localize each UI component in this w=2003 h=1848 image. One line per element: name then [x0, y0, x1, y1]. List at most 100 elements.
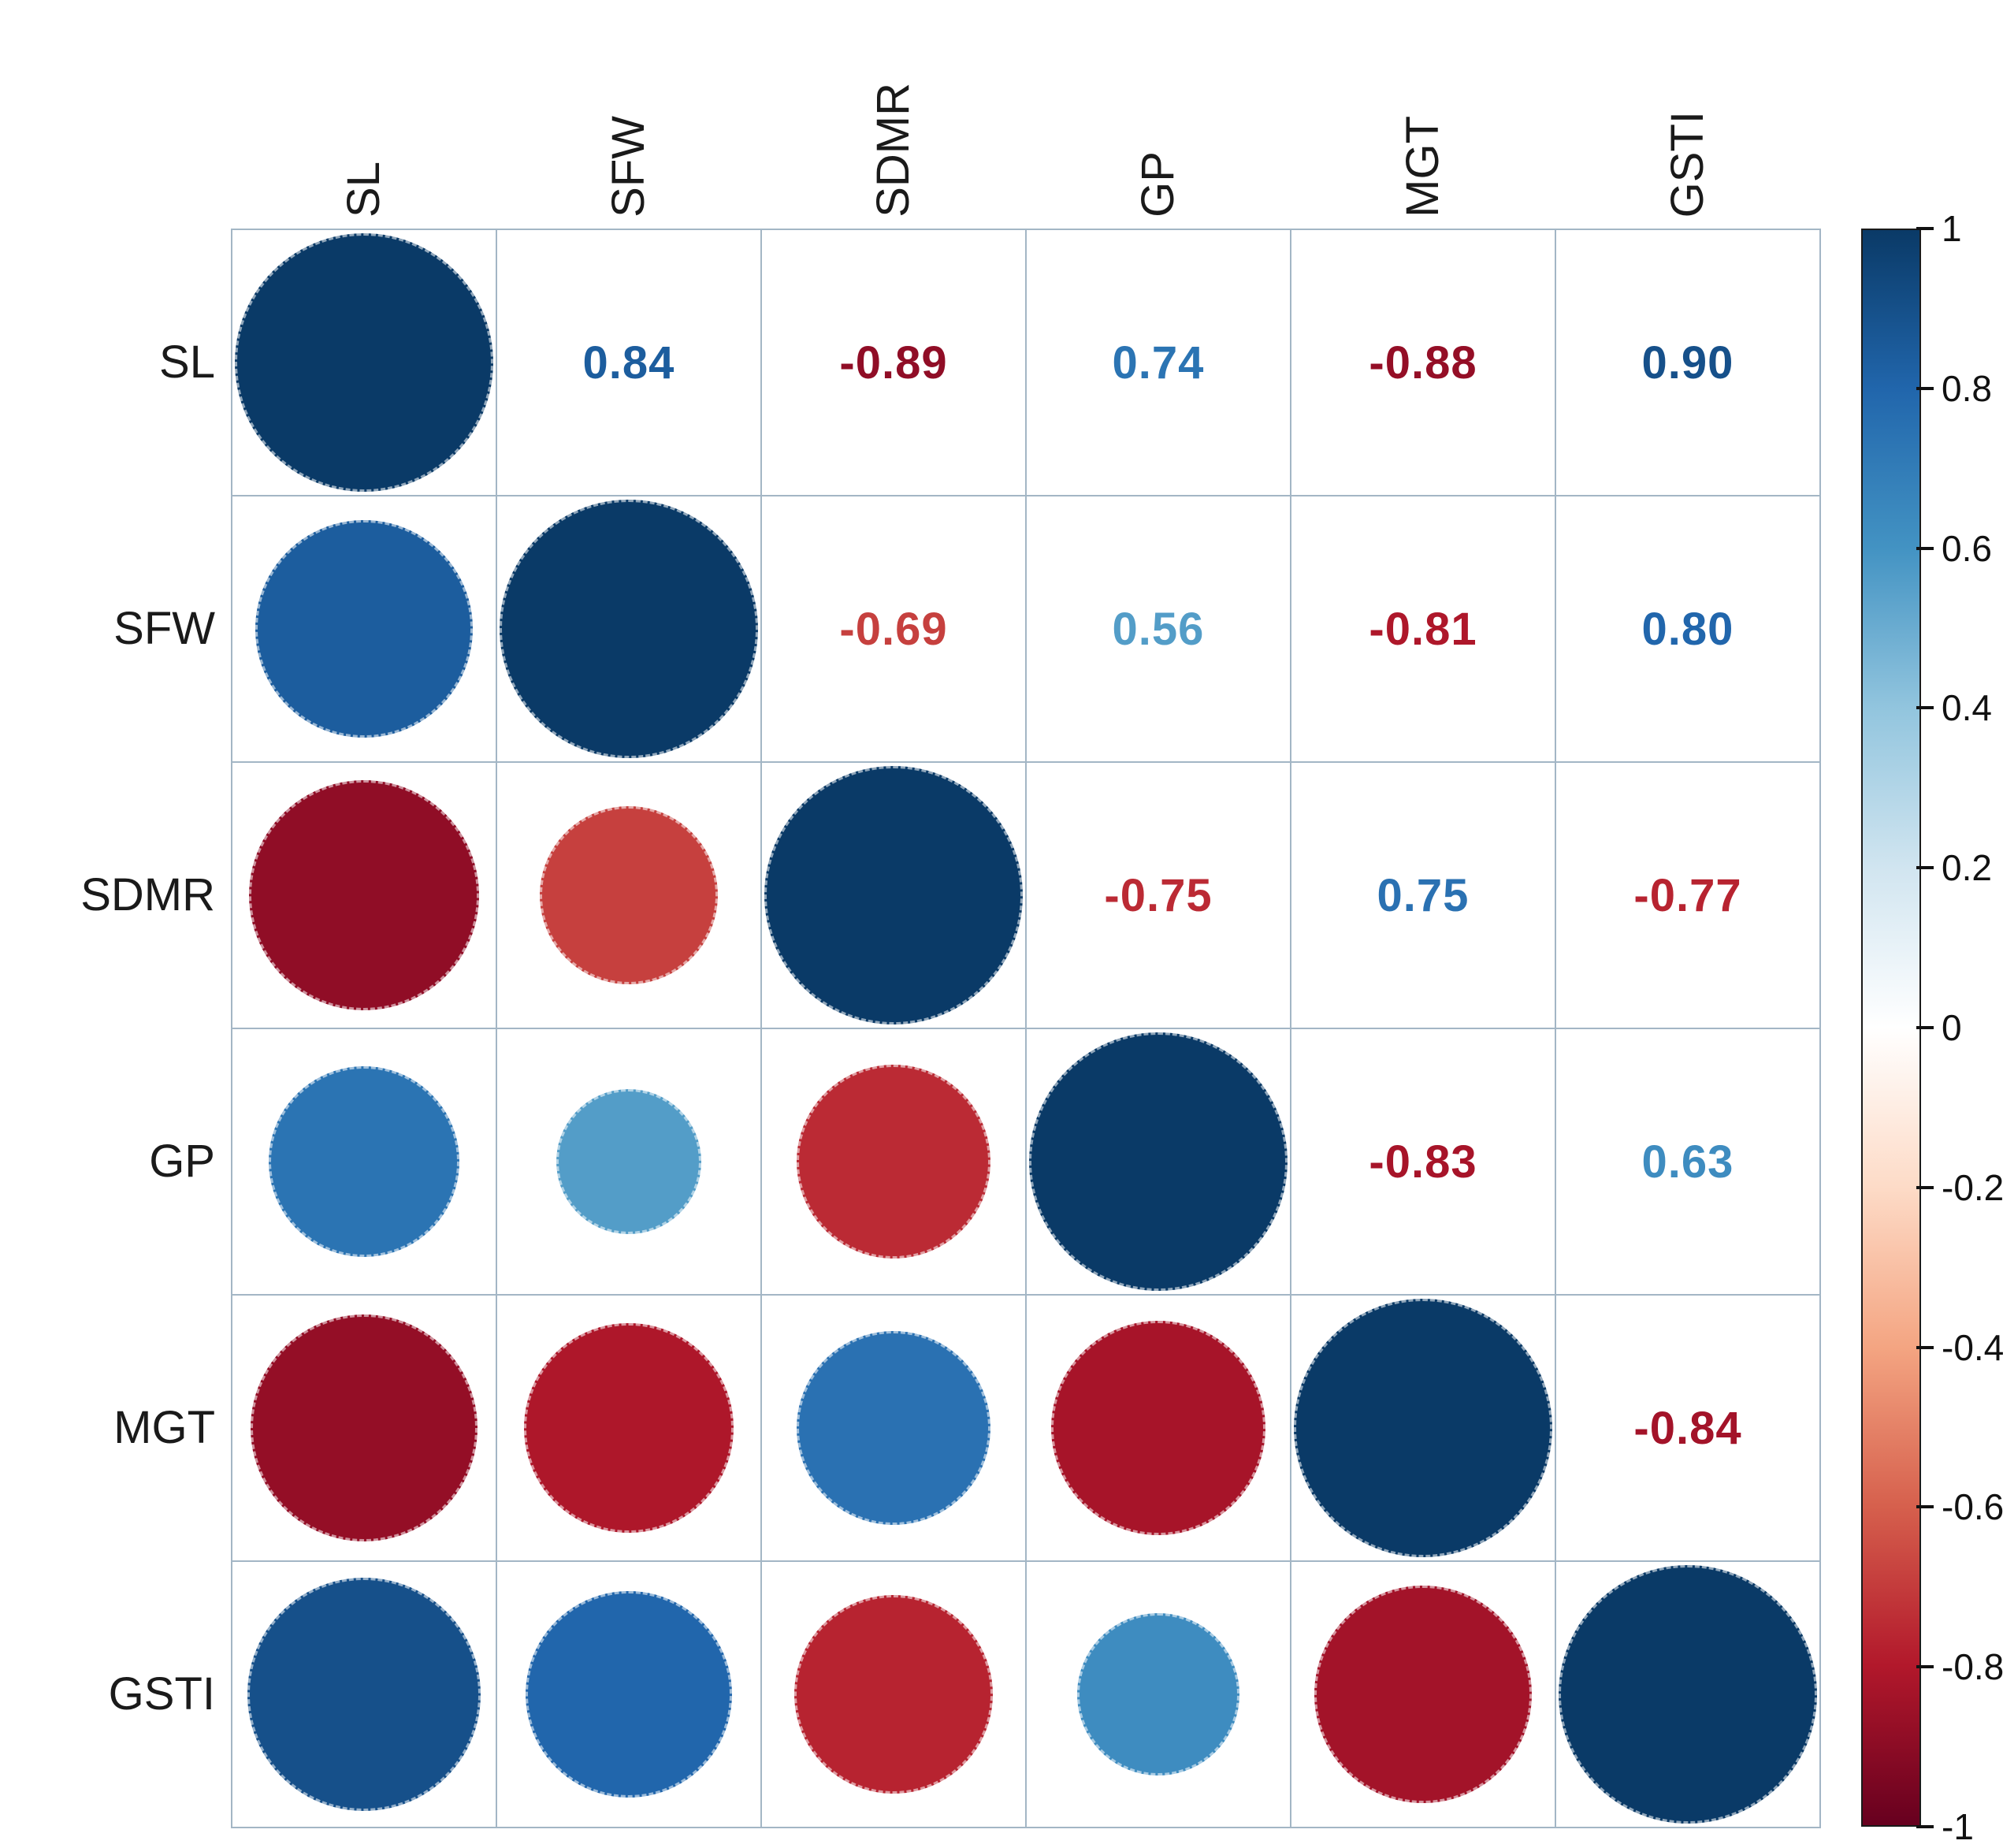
corr-value-SFW-GSTI: 0.80 [1641, 603, 1734, 655]
cell-GSTI-MGT [1291, 1562, 1556, 1828]
col-label-GP: GP [1025, 0, 1290, 218]
corr-value-SL-SFW: 0.84 [582, 337, 675, 389]
colorbar-tick--0.2 [1916, 1185, 1934, 1189]
cell-SDMR-SL [232, 763, 497, 1029]
corr-value-SL-MGT: -0.88 [1369, 337, 1477, 389]
cell-SDMR-GP: -0.75 [1027, 763, 1291, 1029]
cell-GP-MGT: -0.83 [1291, 1029, 1556, 1296]
cell-GSTI-SFW [497, 1562, 762, 1828]
corr-value-SL-GSTI: 0.90 [1641, 337, 1734, 389]
colorbar-tick-0.8 [1916, 386, 1934, 390]
col-label-SFW: SFW [496, 0, 760, 218]
corr-value-GP-GSTI: 0.63 [1641, 1136, 1734, 1188]
colorbar-tick-label-0.8: 0.8 [1942, 367, 1992, 409]
colorbar-tick--0.4 [1916, 1345, 1934, 1349]
cell-SFW-GP: 0.56 [1027, 496, 1291, 763]
row-label-SDMR: SDMR [80, 868, 215, 920]
cell-SDMR-MGT: 0.75 [1291, 763, 1556, 1029]
corr-value-GP-MGT: -0.83 [1369, 1136, 1477, 1188]
colorbar-gradient [1861, 229, 1921, 1827]
corr-value-SDMR-GSTI: -0.77 [1633, 869, 1742, 921]
corr-circle-MGT-SFW [524, 1323, 734, 1533]
corr-circle-MGT-SDMR [797, 1331, 990, 1525]
col-label-text-MGT: MGT [1396, 116, 1448, 218]
cell-SL-SL [232, 230, 497, 496]
cell-SFW-SDMR: -0.69 [762, 496, 1027, 763]
corr-circle-GP-SL [268, 1065, 460, 1258]
col-label-text-GSTI: GSTI [1661, 110, 1713, 218]
corr-circle-GP-GP [1029, 1032, 1288, 1291]
cell-GP-GP [1027, 1029, 1291, 1296]
cell-GSTI-SDMR [762, 1562, 1027, 1828]
cell-SFW-GSTI: 0.80 [1556, 496, 1821, 763]
corr-circle-GSTI-MGT [1314, 1586, 1532, 1803]
cell-SL-MGT: -0.88 [1291, 230, 1556, 496]
cell-SDMR-SFW [497, 763, 762, 1029]
colorbar-tick-0 [1916, 1026, 1934, 1029]
row-label-GSTI: GSTI [108, 1668, 215, 1720]
corr-circle-GP-SFW [556, 1089, 701, 1234]
col-label-SDMR: SDMR [760, 0, 1025, 218]
corr-circle-GSTI-GP [1076, 1612, 1240, 1776]
colorbar-tick-label-0.2: 0.2 [1942, 847, 1992, 889]
cell-GSTI-SL [232, 1562, 497, 1828]
col-label-text-GP: GP [1132, 151, 1184, 218]
corr-circle-GSTI-GSTI [1559, 1565, 1817, 1824]
corr-circle-MGT-GP [1050, 1320, 1266, 1536]
col-label-MGT: MGT [1290, 0, 1555, 218]
cell-GP-GSTI: 0.63 [1556, 1029, 1821, 1296]
corr-value-SDMR-GP: -0.75 [1104, 869, 1213, 921]
corr-value-SFW-GP: 0.56 [1112, 603, 1205, 655]
cell-SFW-SFW [497, 496, 762, 763]
corr-circle-SFW-SFW [500, 500, 758, 758]
corr-circle-GSTI-SDMR [793, 1594, 994, 1794]
colorbar-tick--0.6 [1916, 1505, 1934, 1509]
cell-SFW-SL [232, 496, 497, 763]
corr-value-SFW-MGT: -0.81 [1369, 603, 1477, 655]
cell-GP-SDMR [762, 1029, 1027, 1296]
cell-GSTI-GSTI [1556, 1562, 1821, 1828]
cell-SL-SDMR: -0.89 [762, 230, 1027, 496]
col-label-text-SL: SL [337, 162, 389, 218]
corr-circle-GSTI-SFW [525, 1590, 733, 1798]
colorbar-tick--0.8 [1916, 1665, 1934, 1669]
cell-MGT-SFW [497, 1296, 762, 1562]
corr-circle-GSTI-SL [247, 1578, 481, 1811]
cell-GP-SL [232, 1029, 497, 1296]
corr-circle-SDMR-SFW [539, 805, 719, 985]
colorbar-tick-label--0.2: -0.2 [1942, 1166, 2003, 1208]
cell-SFW-MGT: -0.81 [1291, 496, 1556, 763]
col-label-SL: SL [231, 0, 496, 218]
cell-SDMR-SDMR [762, 763, 1027, 1029]
corr-circle-MGT-MGT [1294, 1299, 1552, 1557]
corr-circle-SFW-SL [255, 520, 473, 738]
colorbar-tick-1 [1916, 227, 1934, 230]
corr-circle-MGT-SL [250, 1314, 478, 1542]
row-label-GP: GP [149, 1135, 215, 1187]
row-label-SL: SL [159, 336, 215, 388]
colorbar-tick-label--1: -1 [1942, 1806, 1974, 1847]
col-label-text-SDMR: SDMR [867, 83, 919, 218]
row-label-MGT: MGT [113, 1401, 215, 1453]
row-label-SFW: SFW [113, 602, 215, 654]
colorbar-tick-label-0: 0 [1942, 1007, 1962, 1048]
colorbar-tick-0.6 [1916, 546, 1934, 550]
cell-SL-GP: 0.74 [1027, 230, 1291, 496]
corr-circle-SDMR-SL [249, 780, 479, 1010]
cell-SDMR-GSTI: -0.77 [1556, 763, 1821, 1029]
cell-MGT-SL [232, 1296, 497, 1562]
colorbar-tick-0.4 [1916, 706, 1934, 710]
col-label-GSTI: GSTI [1555, 0, 1819, 218]
corr-value-SL-GP: 0.74 [1112, 337, 1205, 389]
col-label-text-SFW: SFW [602, 116, 654, 218]
cell-MGT-GP [1027, 1296, 1291, 1562]
corr-value-SFW-SDMR: -0.69 [839, 603, 948, 655]
corr-value-MGT-GSTI: -0.84 [1633, 1402, 1742, 1454]
colorbar-tick-label-1: 1 [1942, 208, 1962, 249]
colorbar-tick-label--0.4: -0.4 [1942, 1326, 2003, 1368]
cell-MGT-MGT [1291, 1296, 1556, 1562]
corr-circle-SDMR-SDMR [764, 766, 1023, 1024]
colorbar-tick-label--0.6: -0.6 [1942, 1486, 2003, 1528]
colorbar-tick-0.2 [1916, 866, 1934, 870]
